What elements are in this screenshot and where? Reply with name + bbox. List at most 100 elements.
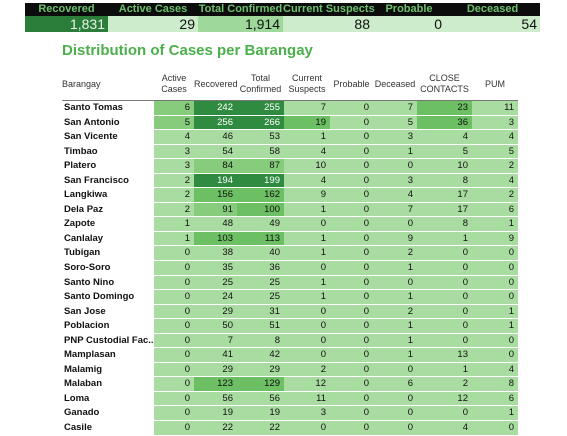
- cell-value: 199: [237, 173, 284, 189]
- table-row[interactable]: Soro-Soro 0 35 36 0 0 1 0 0: [62, 260, 518, 276]
- cell-value: 0: [154, 260, 194, 276]
- cell-value: 5: [472, 144, 518, 160]
- table-row[interactable]: Zapote 1 48 49 0 0 0 8 1: [62, 216, 518, 232]
- cell-value: 0: [330, 260, 373, 276]
- cell-value: 7: [373, 202, 417, 218]
- cell-value: 84: [194, 158, 237, 174]
- barangay-name: Malaban: [62, 376, 154, 392]
- table-header-row: Barangay Active Cases Recovered Total Confi…: [62, 68, 518, 101]
- cell-value: 1: [417, 362, 472, 378]
- cell-value: 19: [194, 405, 237, 422]
- table-row[interactable]: Loma 0 56 56 11 0 0 12 6: [62, 391, 518, 407]
- column-header[interactable]: Total Confirmed: [237, 68, 284, 101]
- table-row[interactable]: Malaban 0 123 129 12 0 6 2 8: [62, 376, 518, 392]
- cell-value: 0: [284, 347, 330, 363]
- table-row[interactable]: San Vicente 4 46 53 1 0 3 4 4: [62, 129, 518, 145]
- cell-value: 2: [154, 173, 194, 189]
- cell-value: 1: [154, 216, 194, 232]
- column-header[interactable]: Probable: [330, 68, 373, 101]
- table-row[interactable]: Malamig 0 29 29 2 0 0 1 4: [62, 362, 518, 378]
- cell-value: 22: [237, 420, 284, 436]
- summary-value-active: 29: [108, 16, 198, 32]
- cell-value: 29: [237, 362, 284, 378]
- column-header[interactable]: Current Suspects: [284, 68, 330, 101]
- cell-value: 3: [154, 144, 194, 160]
- cell-value: 0: [330, 391, 373, 407]
- column-header[interactable]: Barangay: [62, 68, 154, 101]
- cell-value: 31: [237, 304, 284, 320]
- table-row[interactable]: Canlalay 1 103 113 1 0 9 1 9: [62, 231, 518, 247]
- cell-value: 0: [373, 158, 417, 174]
- cell-value: 162: [237, 187, 284, 203]
- table-row[interactable]: Santo Nino 0 25 25 1 0 0 0 0: [62, 275, 518, 291]
- cell-value: 2: [472, 187, 518, 203]
- table-row[interactable]: Mamplasan 0 41 42 0 0 1 13 0: [62, 347, 518, 363]
- table-row[interactable]: Santo Tomas 6 242 255 7 0 7 23 11: [62, 100, 518, 116]
- cell-value: 0: [330, 289, 373, 305]
- cell-value: 0: [154, 275, 194, 291]
- cell-value: 1: [472, 216, 518, 232]
- cell-value: 1: [284, 245, 330, 262]
- cell-value: 25: [237, 289, 284, 305]
- cell-value: 0: [330, 129, 373, 145]
- cell-value: 0: [284, 333, 330, 349]
- cell-value: 0: [330, 420, 373, 436]
- cell-value: 1: [472, 318, 518, 334]
- table-row[interactable]: San Jose 0 29 31 0 0 2 0 1: [62, 304, 518, 320]
- cell-value: 0: [154, 289, 194, 305]
- cell-value: 4: [284, 173, 330, 189]
- barangay-name: Loma: [62, 391, 154, 407]
- summary-label-suspects: Current Suspects: [283, 3, 375, 15]
- cell-value: 0: [472, 260, 518, 276]
- cell-value: 0: [472, 420, 518, 436]
- table-row[interactable]: Langkiwa 2 156 162 9 0 4 17 2: [62, 187, 518, 203]
- table-row[interactable]: San Antonio 5 256 266 19 0 5 36 3: [62, 115, 518, 131]
- table-row[interactable]: Ganado 0 19 19 3 0 0 0 1: [62, 405, 518, 422]
- cell-value: 0: [330, 405, 373, 422]
- table-row[interactable]: Dela Paz 2 91 100 1 0 7 17 6: [62, 202, 518, 218]
- table-row[interactable]: Platero 3 84 87 10 0 0 10 2: [62, 158, 518, 174]
- table-row[interactable]: San Francisco 2 194 199 4 0 3 8 4: [62, 173, 518, 189]
- cell-value: 255: [237, 100, 284, 116]
- column-header[interactable]: PUM: [472, 68, 518, 101]
- cell-value: 2: [373, 245, 417, 262]
- cell-value: 2: [284, 362, 330, 378]
- cell-value: 0: [284, 260, 330, 276]
- column-header[interactable]: CLOSE CONTACTS: [417, 68, 472, 101]
- barangay-name: Langkiwa: [62, 187, 154, 203]
- cell-value: 11: [284, 391, 330, 407]
- table-row[interactable]: Santo Domingo 0 24 25 1 0 1 0 0: [62, 289, 518, 305]
- table-title: Distribution of Cases per Barangay: [62, 42, 313, 59]
- table-row[interactable]: Tubigan 0 38 40 1 0 2 0 0: [62, 245, 518, 262]
- cell-value: 53: [237, 129, 284, 145]
- cell-value: 123: [194, 376, 237, 392]
- summary-label-recovered: Recovered: [38, 3, 95, 15]
- column-header[interactable]: Deceased: [373, 68, 417, 101]
- table-row[interactable]: Casile 0 22 22 0 0 0 4 0: [62, 420, 518, 436]
- cell-value: 4: [472, 362, 518, 378]
- summary-header-bar: Recovered Active Cases Total Confirmed C…: [25, 3, 540, 16]
- cell-value: 0: [417, 318, 472, 334]
- table-row[interactable]: Timbao 3 54 58 4 0 1 5 5: [62, 144, 518, 160]
- cell-value: 8: [417, 216, 472, 232]
- cell-value: 48: [194, 216, 237, 232]
- cell-value: 0: [330, 173, 373, 189]
- cell-value: 25: [237, 275, 284, 291]
- barangay-name: Ganado: [62, 405, 154, 422]
- cell-value: 22: [194, 420, 237, 436]
- table-row[interactable]: PNP Custodial Fac.. 0 7 8 0 0 1 0 0: [62, 333, 518, 349]
- barangay-name: Poblacion: [62, 318, 154, 334]
- summary-values-bar: 1,831 29 1,914 88 0 54: [25, 16, 540, 32]
- barangay-name: Tubigan: [62, 245, 154, 262]
- column-header[interactable]: Recovered: [194, 68, 238, 101]
- cell-value: 0: [472, 289, 518, 305]
- barangay-name: Timbao: [62, 144, 154, 160]
- cell-value: 1: [373, 289, 417, 305]
- cell-value: 56: [237, 391, 284, 407]
- cell-value: 3: [472, 115, 518, 131]
- cell-value: 5: [373, 115, 417, 131]
- cell-value: 50: [194, 318, 237, 334]
- column-header[interactable]: Active Cases: [154, 68, 194, 101]
- cell-value: 10: [417, 158, 472, 174]
- table-row[interactable]: Poblacion 0 50 51 0 0 1 0 1: [62, 318, 518, 334]
